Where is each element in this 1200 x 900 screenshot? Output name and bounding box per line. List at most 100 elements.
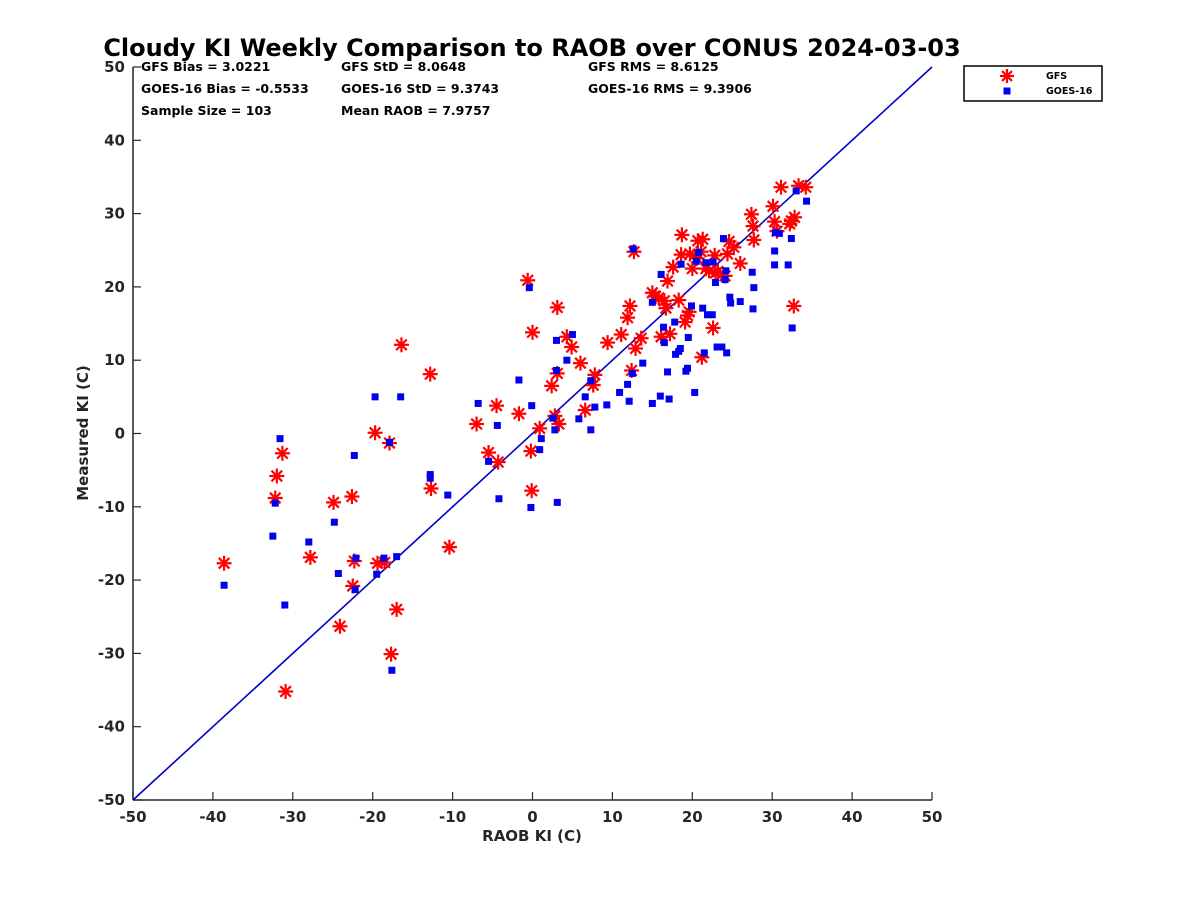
sample-size-label: Sample Size = 103 <box>141 103 272 118</box>
y-tick-label: 30 <box>104 205 125 223</box>
one-to-one-line <box>132 66 933 801</box>
gfs-point <box>577 402 593 418</box>
goes-16-point <box>587 426 595 434</box>
goes-16-point <box>528 402 536 410</box>
y-axis-ticks: -50 -40 -30 -20 -10 0 10 20 30 40 50 <box>98 58 141 809</box>
goes-16-point <box>792 187 800 195</box>
gfs-point <box>572 355 588 371</box>
goes-bias-label: GOES-16 Bias = -0.5533 <box>141 81 309 96</box>
gfs-point <box>628 340 644 356</box>
goes-16-point <box>587 377 595 385</box>
gfs-point <box>490 454 506 470</box>
legend-gfs-marker <box>1000 69 1014 83</box>
goes-16-point <box>628 369 636 377</box>
gfs-point <box>524 483 540 499</box>
gfs-point <box>389 601 405 617</box>
gfs-point <box>600 335 616 351</box>
goes-16-point <box>563 356 571 364</box>
goes-16-point <box>771 229 779 237</box>
gfs-point <box>393 337 409 353</box>
gfs-point <box>743 206 759 222</box>
goes-16-point <box>385 438 393 446</box>
gfs-point <box>549 299 565 315</box>
goes-16-point <box>371 393 379 401</box>
gfs-point <box>564 339 580 355</box>
x-axis-ticks: -50 -40 -30 -20 -10 0 10 20 30 40 50 <box>119 792 942 826</box>
goes-16-point <box>787 235 795 243</box>
goes-16-point <box>350 451 358 459</box>
legend-gfs-label: GFS <box>1046 71 1067 82</box>
goes-16-point <box>527 504 535 512</box>
legend-goes-16-label: GOES-16 <box>1046 86 1093 97</box>
mean-raob-label: Mean RAOB = 7.9757 <box>341 103 490 118</box>
goes-16-point <box>352 554 360 562</box>
gfs-point <box>523 443 539 459</box>
goes-16-point <box>426 474 434 482</box>
gfs-point <box>682 246 698 262</box>
goes-16-point <box>736 298 744 306</box>
gfs-bias-label: GFS Bias = 3.0221 <box>141 59 270 74</box>
goes-16-point <box>334 570 342 578</box>
y-tick-label: -40 <box>98 718 125 736</box>
goes-16-point <box>721 276 729 284</box>
goes-16-point <box>788 324 796 332</box>
y-tick-label: -30 <box>98 644 125 662</box>
gfs-point <box>798 179 814 195</box>
gfs-point <box>633 330 649 346</box>
goes-16-point <box>771 247 779 255</box>
gfs-point <box>511 406 527 422</box>
goes-16-point <box>665 395 673 403</box>
gfs-point <box>302 549 318 565</box>
gfs-point <box>481 445 497 461</box>
goes-16-point <box>515 376 523 384</box>
y-tick-label: -20 <box>98 571 125 589</box>
goes-16-point <box>444 491 452 499</box>
y-tick-label: 50 <box>104 58 125 76</box>
gfs-point <box>613 327 629 343</box>
gfs-point <box>726 239 742 255</box>
x-tick-label: 20 <box>682 808 703 826</box>
goes-16-point <box>699 304 707 312</box>
gfs-point <box>787 209 803 225</box>
goes-16-point <box>648 399 656 407</box>
goes-16-point <box>750 284 758 292</box>
goes-16-point <box>703 311 711 319</box>
goes-16-point <box>648 298 656 306</box>
y-tick-label: -50 <box>98 791 125 809</box>
gfs-rms-label: GFS RMS = 8.6125 <box>588 59 719 74</box>
goes-16-point <box>603 401 611 409</box>
goes-16-point <box>495 495 503 503</box>
goes-16-series <box>220 187 811 674</box>
gfs-point <box>278 684 294 700</box>
goes-16-point <box>330 518 338 526</box>
x-tick-label: 40 <box>842 808 863 826</box>
gfs-point <box>332 618 348 634</box>
gfs-point <box>532 420 548 436</box>
y-tick-label: -10 <box>98 498 125 516</box>
legend-box <box>963 65 1103 102</box>
goes-16-point <box>723 349 731 357</box>
x-tick-label: -40 <box>199 808 226 826</box>
goes-16-point <box>553 498 561 506</box>
x-tick-label: -20 <box>359 808 386 826</box>
y-tick-label: 10 <box>104 351 125 369</box>
x-tick-label: -10 <box>439 808 466 826</box>
goes-16-point <box>709 258 717 266</box>
legend: GFS GOES-16 <box>963 65 1103 102</box>
gfs-point <box>544 378 560 394</box>
goes-16-point <box>684 333 692 341</box>
goes-16-point <box>713 343 721 351</box>
x-tick-label: 50 <box>922 808 943 826</box>
goes-16-point <box>351 586 359 594</box>
goes-16-point <box>305 538 313 546</box>
gfs-point <box>587 367 603 383</box>
legend-gfs-asterisk <box>1000 69 1014 83</box>
goes-16-point <box>722 267 730 275</box>
x-tick-label: -50 <box>119 808 146 826</box>
goes-16-point <box>656 392 664 400</box>
gfs-point <box>274 445 290 461</box>
goes-16-point <box>525 284 533 292</box>
gfs-point <box>745 218 761 234</box>
gfs-point <box>441 539 457 555</box>
